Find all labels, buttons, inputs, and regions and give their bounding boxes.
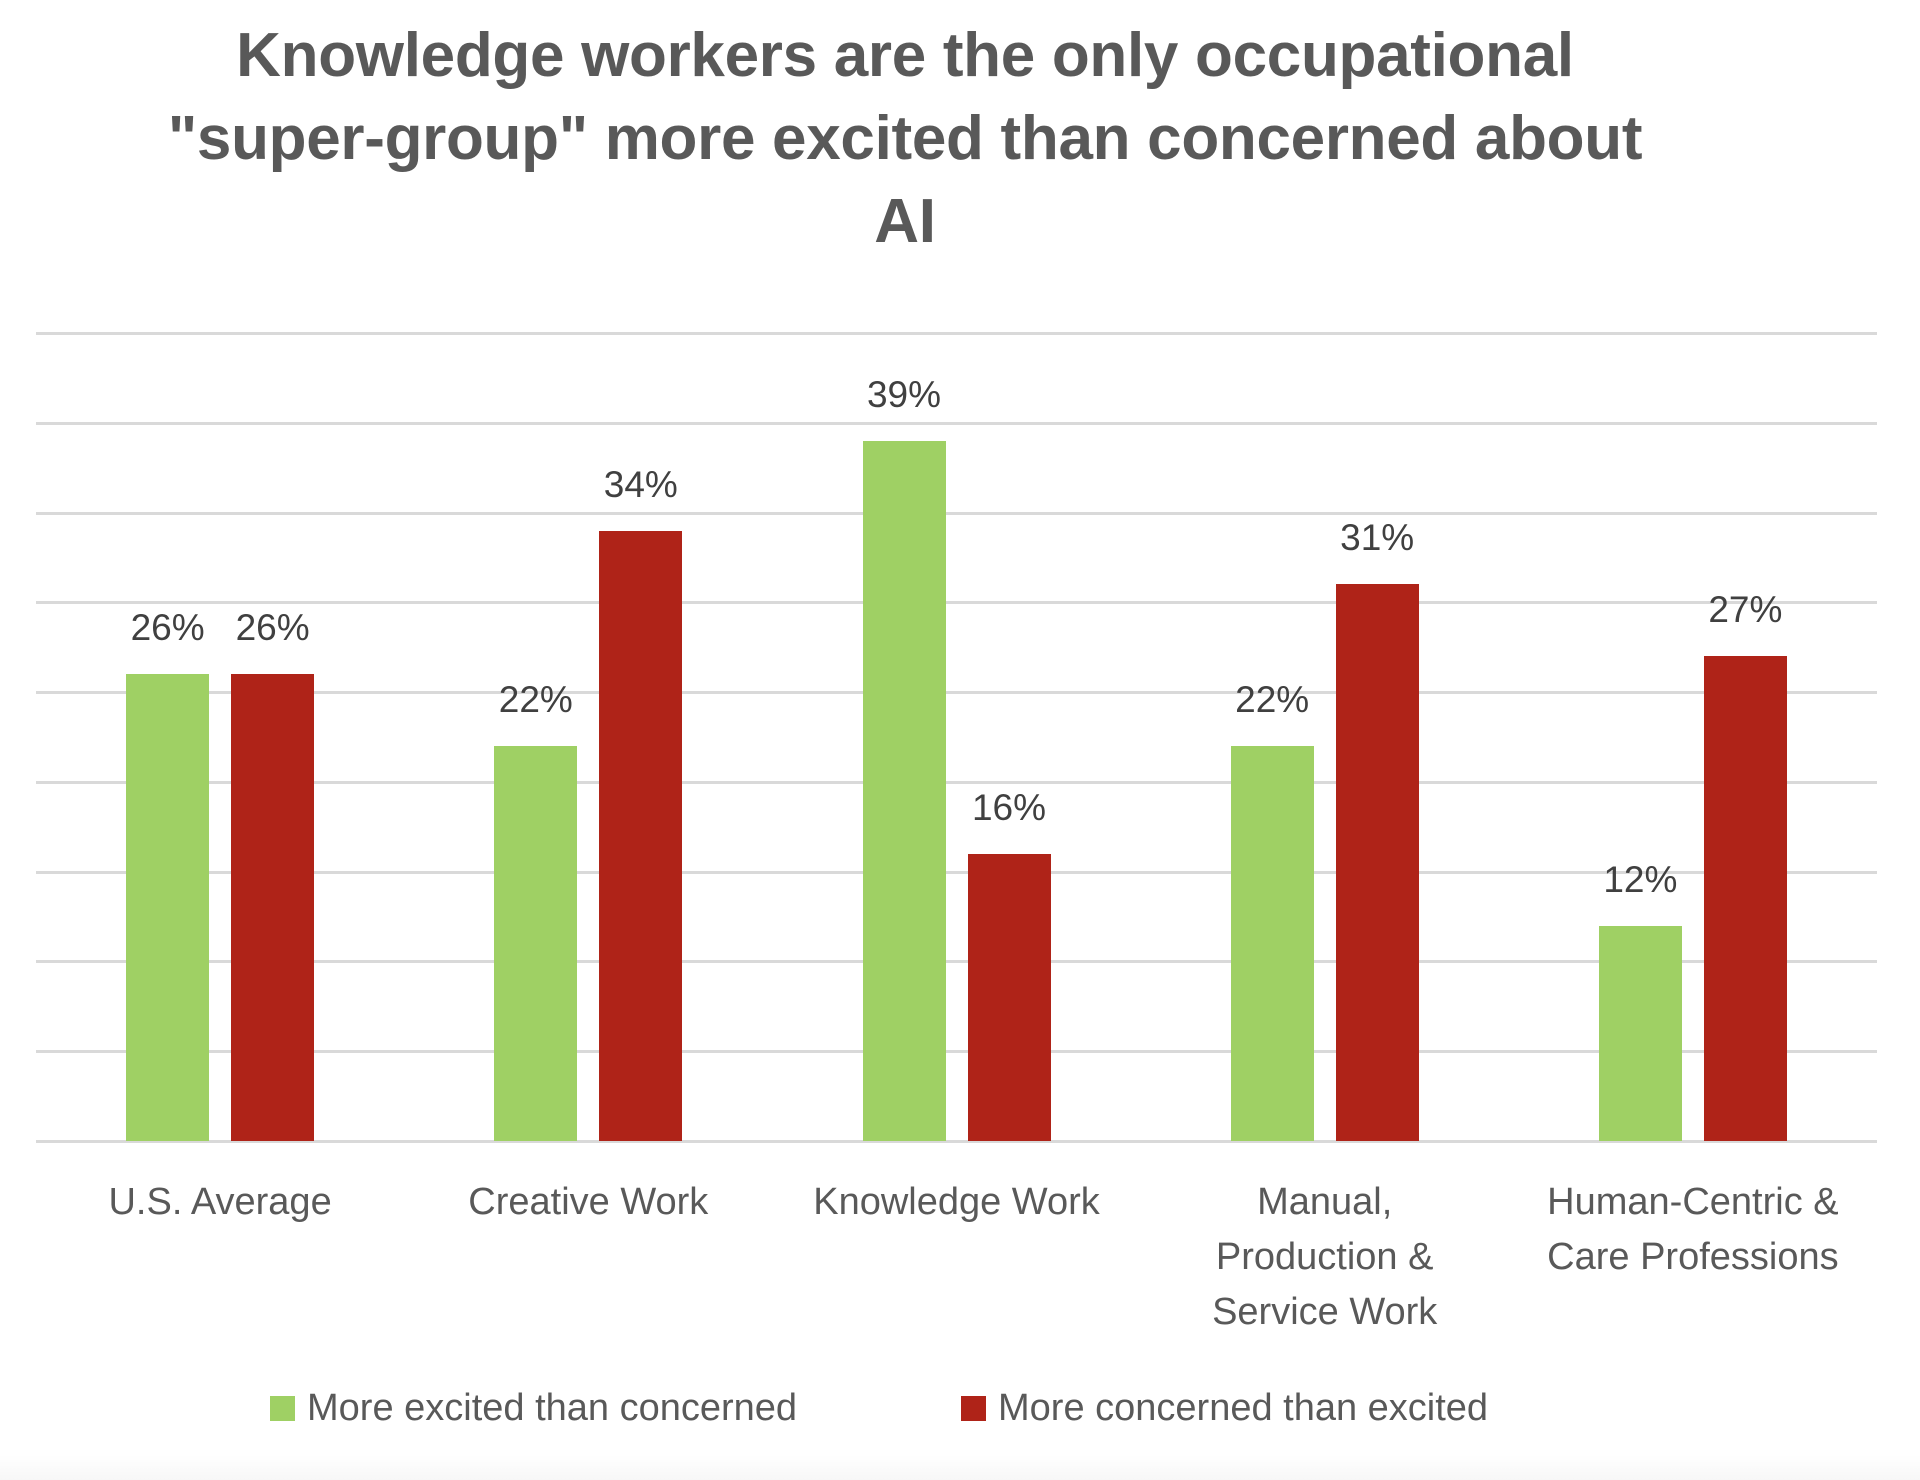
bar-excited bbox=[862, 440, 946, 1141]
chart-title-line-2: "super-group" more excited than concerne… bbox=[167, 104, 1643, 173]
chart-title-line-1: Knowledge workers are the only occupatio… bbox=[236, 21, 1574, 90]
category-label: Knowledge Work bbox=[813, 1181, 1100, 1223]
chart-legend: More excited than concerned More concerne… bbox=[0, 1386, 1920, 1430]
category-label: U.S. Average bbox=[108, 1181, 332, 1223]
gridline bbox=[36, 960, 1877, 964]
plot-area: 26% 26% U.S. Average 22% 34% Creative Work 39%… bbox=[36, 0, 1877, 1480]
bar-concerned bbox=[967, 853, 1051, 1141]
bottom-strip bbox=[0, 1455, 1920, 1480]
bar-excited bbox=[1230, 745, 1314, 1141]
bar-concerned bbox=[231, 674, 315, 1141]
data-label: 12% bbox=[1603, 858, 1678, 900]
category-label: Manual, Production & Service Work bbox=[1212, 1181, 1438, 1333]
legend-item-concerned: More concerned than excited bbox=[961, 1386, 1488, 1430]
gridline bbox=[36, 511, 1877, 515]
data-label: 31% bbox=[1340, 517, 1415, 559]
gridline bbox=[36, 601, 1877, 605]
bar-excited bbox=[126, 674, 210, 1141]
data-label: 26% bbox=[235, 607, 310, 649]
gridline bbox=[36, 691, 1877, 695]
chart-title: Knowledge workers are the only occupatio… bbox=[60, 14, 1750, 263]
bar-concerned bbox=[599, 530, 683, 1141]
gridline bbox=[36, 332, 1877, 335]
gridline bbox=[36, 870, 1877, 874]
gridline bbox=[36, 421, 1877, 425]
legend-label: More concerned than excited bbox=[998, 1386, 1489, 1429]
bar-excited bbox=[1598, 925, 1682, 1141]
legend-label: More excited than concerned bbox=[307, 1386, 798, 1429]
data-label: 39% bbox=[866, 373, 942, 415]
gridline bbox=[36, 1050, 1877, 1054]
bar-concerned bbox=[1335, 584, 1419, 1141]
data-label: 22% bbox=[498, 678, 573, 720]
legend-swatch-icon bbox=[961, 1395, 986, 1421]
category-label: Human-Centric & Care Professions bbox=[1547, 1181, 1839, 1278]
gridline bbox=[36, 780, 1877, 784]
legend-item-excited: More excited than concerned bbox=[270, 1386, 797, 1430]
bar-concerned bbox=[1703, 656, 1787, 1141]
x-axis-baseline bbox=[36, 1140, 1877, 1143]
category-label: Creative Work bbox=[468, 1181, 709, 1223]
data-label: 34% bbox=[603, 463, 678, 505]
bar-excited bbox=[494, 745, 578, 1141]
data-label: 22% bbox=[1235, 678, 1310, 720]
chart-title-line-3: AI bbox=[874, 187, 936, 256]
data-label: 26% bbox=[130, 607, 205, 649]
data-label: 16% bbox=[971, 786, 1047, 828]
legend-swatch-icon bbox=[270, 1395, 295, 1421]
data-label: 27% bbox=[1708, 589, 1783, 631]
